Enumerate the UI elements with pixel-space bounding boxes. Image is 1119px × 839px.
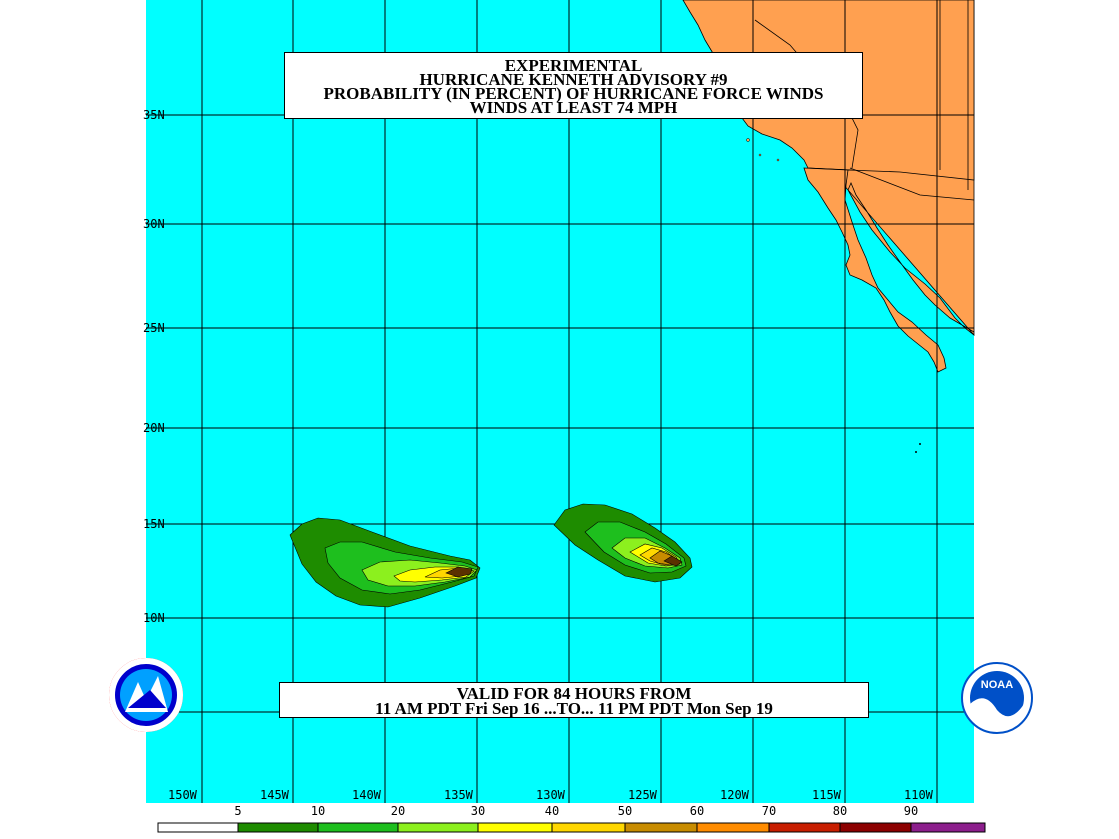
legend-swatch (839, 822, 912, 833)
probability-contours-east (553, 503, 693, 583)
probability-contours-west (289, 517, 481, 608)
legend-threshold: 50 (617, 804, 633, 818)
island (776, 158, 780, 162)
legend-threshold: 30 (470, 804, 486, 818)
legend-threshold: 10 (310, 804, 326, 818)
island (915, 451, 917, 453)
lat-label: 20N (143, 421, 165, 435)
lat-label: 15N (143, 517, 165, 531)
title-line-4: WINDS AT LEAST 74 MPH (469, 98, 678, 117)
legend-threshold: 20 (390, 804, 406, 818)
lon-label: 140W (352, 788, 381, 802)
legend-swatch (157, 822, 239, 833)
lon-label: 145W (260, 788, 289, 802)
legend-threshold: 90 (903, 804, 919, 818)
legend-threshold: 40 (544, 804, 560, 818)
legend-threshold: 70 (761, 804, 777, 818)
contour-60 (663, 555, 683, 567)
noaa-logo: NOAA (961, 662, 1033, 734)
island (758, 153, 762, 157)
legend-swatch (551, 822, 626, 833)
lat-label: 10N (143, 611, 165, 625)
island (919, 443, 921, 445)
lat-label: 30N (143, 217, 165, 231)
lat-label: 25N (143, 321, 165, 335)
legend-swatch (768, 822, 841, 833)
contour-60 (445, 566, 473, 578)
legend-swatch (397, 822, 479, 833)
valid-time-box: VALID FOR 84 HOURS FROM 11 AM PDT Fri Se… (279, 682, 869, 718)
lon-label: 110W (904, 788, 933, 802)
lon-label: 125W (628, 788, 657, 802)
noaa-logo-text: NOAA (981, 679, 1013, 691)
legend-threshold: 5 (234, 804, 242, 818)
legend-swatch (910, 822, 986, 833)
lon-label: 150W (168, 788, 197, 802)
valid-line-1: VALID FOR 84 HOURS FROM (456, 684, 692, 703)
lon-label: 115W (812, 788, 841, 802)
nws-logo (109, 658, 183, 732)
land-baja (803, 167, 947, 373)
lon-label: 135W (444, 788, 473, 802)
legend-swatch (696, 822, 770, 833)
title-line-2: HURRICANE KENNETH ADVISORY #9 (419, 70, 728, 89)
legend-swatch (477, 822, 553, 833)
legend-threshold: 60 (689, 804, 705, 818)
legend-swatch (317, 822, 399, 833)
lon-label: 120W (720, 788, 749, 802)
legend-swatch (624, 822, 698, 833)
legend-color-bar (157, 822, 986, 833)
legend-threshold: 80 (832, 804, 848, 818)
legend-swatch (237, 822, 319, 833)
island (746, 138, 750, 142)
title-line-3: PROBABILITY (IN PERCENT) OF HURRICANE FO… (323, 84, 824, 103)
lat-label: 35N (143, 108, 165, 122)
lon-label: 130W (536, 788, 565, 802)
title-line-1: EXPERIMENTAL (504, 56, 643, 75)
valid-line-2: 11 AM PDT Fri Sep 16 ...TO... 11 PM PDT … (375, 699, 773, 718)
title-box: EXPERIMENTAL HURRICANE KENNETH ADVISORY … (284, 52, 863, 119)
